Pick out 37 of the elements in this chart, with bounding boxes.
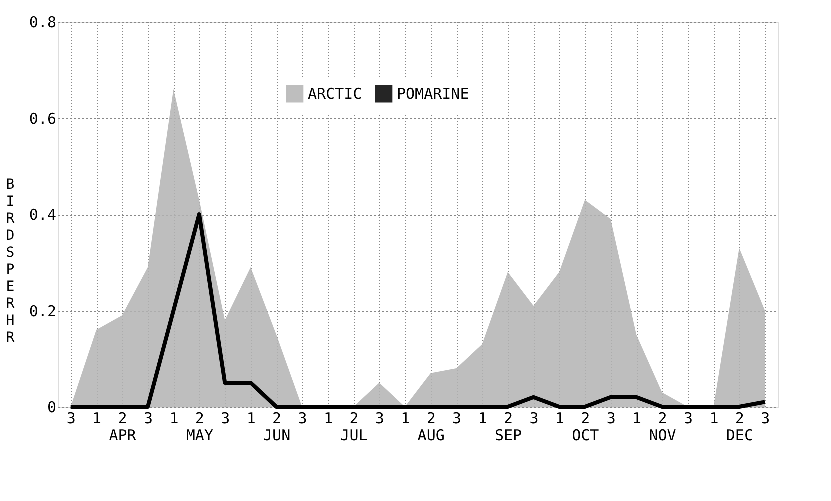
x-tick-label: 1: [710, 410, 719, 428]
legend-label: ARCTIC: [308, 85, 362, 104]
x-tick-label: 2 APR: [109, 410, 138, 444]
y-tick-label: 0.2: [29, 302, 56, 320]
x-tick-label: 1: [632, 410, 642, 428]
x-tick-label: 1: [246, 410, 256, 428]
x-tick-label: 3: [530, 410, 539, 428]
x-tick-label: 3: [761, 410, 770, 428]
x-tick-label: 2 MAY: [186, 410, 214, 444]
x-tick-label: 3: [606, 410, 616, 428]
x-tick-label: 3: [66, 410, 76, 428]
text: BIRDS PER HR: [6, 177, 15, 346]
x-tick-label: 3: [684, 410, 694, 428]
x-tick-label: 1: [555, 410, 564, 428]
x-tick-label: 1: [478, 410, 488, 428]
x-tick-label: 2 NOV: [649, 410, 676, 444]
y-tick-label: 0.4: [29, 206, 56, 224]
y-tick-label: 0: [47, 398, 56, 416]
x-tick-label: 2 DEC: [726, 410, 754, 444]
x-tick-label: 2 AUG: [418, 410, 445, 444]
x-tick-label: 2 SEP: [494, 410, 522, 444]
x-tick-label: 3: [144, 410, 154, 428]
line-series: [68, 212, 768, 409]
x-tick-label: 2 OCT: [572, 410, 600, 444]
x-tick-label: 1: [92, 410, 102, 428]
x-tick-label: 3: [452, 410, 462, 428]
x-tick-label: 1: [324, 410, 334, 428]
y-tick-label: 0.8: [29, 14, 56, 32]
x-tick-label: 3: [298, 410, 308, 428]
x-tick-label: 2 JUN: [264, 410, 291, 444]
x-tick-label: 3: [221, 410, 230, 428]
y-tick-label: 0.6: [29, 110, 56, 128]
legend-label: POMARINE: [397, 85, 470, 104]
x-tick-label: 1: [401, 410, 410, 428]
x-tick-label: 1: [170, 410, 179, 428]
x-tick-label: 2 JUL: [340, 410, 368, 444]
x-tick-label: 3: [375, 410, 384, 428]
